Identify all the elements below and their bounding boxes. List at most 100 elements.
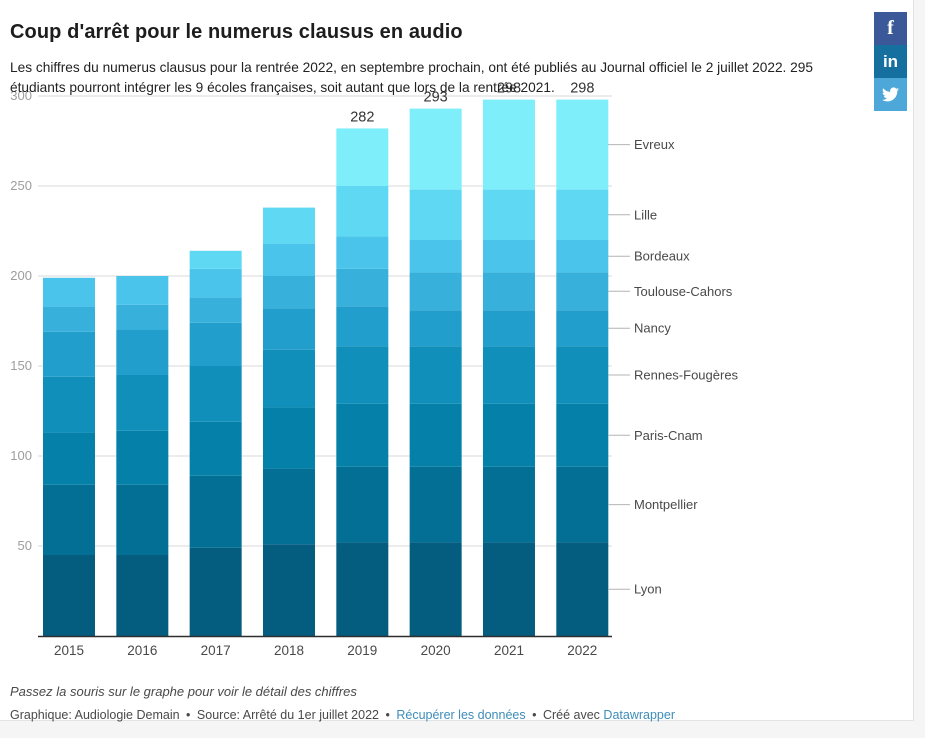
chart-subtitle: Les chiffres du numerus clausus pour la … xyxy=(10,59,813,95)
facebook-share-button[interactable]: f xyxy=(874,12,907,45)
bar-segment-toulouse-cahors-2021[interactable] xyxy=(482,272,535,311)
y-axis-tick-label: 250 xyxy=(10,178,32,193)
x-axis-year-label: 2019 xyxy=(347,643,377,658)
bar-segment-paris-cnam-2016[interactable] xyxy=(116,430,169,485)
linkedin-share-button[interactable]: in xyxy=(874,45,907,78)
credit-graphique: Graphique: Audiologie Demain xyxy=(10,707,180,722)
y-axis-tick-label: 150 xyxy=(10,358,32,373)
bar-segment-montpellier-2017[interactable] xyxy=(189,475,242,548)
page-title: Coup d'arrêt pour le numerus clausus en … xyxy=(10,21,463,44)
bar-segment-paris-cnam-2022[interactable] xyxy=(556,403,609,467)
bar-segment-paris-cnam-2015[interactable] xyxy=(43,432,95,485)
bar-segment-lyon-2015[interactable] xyxy=(43,555,95,636)
bar-segment-bordeaux-2018[interactable] xyxy=(262,243,315,276)
bar-segment-nancy-2016[interactable] xyxy=(116,330,169,375)
separator-dot: • xyxy=(186,707,191,722)
bar-segment-montpellier-2018[interactable] xyxy=(262,468,315,545)
bar-segment-rennes-fougères-2016[interactable] xyxy=(116,375,169,431)
y-axis-tick-label: 300 xyxy=(10,88,32,103)
bar-segment-lille-2021[interactable] xyxy=(482,189,535,240)
bar-segment-toulouse-cahors-2019[interactable] xyxy=(336,268,389,307)
bar-segment-lyon-2019[interactable] xyxy=(336,542,389,636)
y-axis-tick-label: 200 xyxy=(10,268,32,283)
bar-segment-nancy-2018[interactable] xyxy=(262,308,315,350)
twitter-share-button[interactable] xyxy=(874,78,907,111)
bar-segment-toulouse-cahors-2016[interactable] xyxy=(116,304,169,330)
bar-segment-nancy-2021[interactable] xyxy=(482,310,535,347)
bar-segment-evreux-2021[interactable] xyxy=(482,99,535,190)
datawrapper-link[interactable]: Datawrapper xyxy=(603,707,675,722)
bar-segment-paris-cnam-2019[interactable] xyxy=(336,403,389,467)
x-axis-year-label: 2022 xyxy=(567,643,597,658)
bar-segment-toulouse-cahors-2020[interactable] xyxy=(409,272,462,311)
bar-segment-lyon-2018[interactable] xyxy=(262,544,315,636)
bar-segment-evreux-2020[interactable] xyxy=(409,108,462,190)
bar-segment-lille-2019[interactable] xyxy=(336,186,389,237)
chart-area: 50 100 150 200 250 300 2015 2016 2017 2018 282 2019… xyxy=(0,0,913,720)
bar-total-label: 298 xyxy=(570,81,594,97)
bar-segment-montpellier-2020[interactable] xyxy=(409,466,462,543)
legend-label-montpellier: Montpellier xyxy=(634,497,698,512)
bar-segment-bordeaux-2016[interactable] xyxy=(116,276,169,305)
credit-source: Source: Arrêté du 1er juillet 2022 xyxy=(196,707,379,722)
bar-segment-nancy-2019[interactable] xyxy=(336,306,389,347)
bar-segment-rennes-fougères-2018[interactable] xyxy=(262,349,315,408)
bar-segment-montpellier-2019[interactable] xyxy=(336,466,389,543)
bar-segment-bordeaux-2021[interactable] xyxy=(482,240,535,273)
bar-segment-bordeaux-2015[interactable] xyxy=(43,277,95,307)
credit-created-with: Créé avec xyxy=(542,707,600,722)
bar-segment-paris-cnam-2020[interactable] xyxy=(409,403,462,467)
bar-segment-toulouse-cahors-2018[interactable] xyxy=(262,276,315,309)
bar-segment-rennes-fougères-2020[interactable] xyxy=(409,346,462,404)
separator-dot: • xyxy=(385,707,390,722)
bar-segment-lyon-2017[interactable] xyxy=(189,547,242,636)
bar-segment-nancy-2015[interactable] xyxy=(43,331,95,377)
bar-segment-bordeaux-2019[interactable] xyxy=(336,236,389,269)
bar-segment-lyon-2020[interactable] xyxy=(409,542,462,636)
legend-label-bordeaux: Bordeaux xyxy=(634,249,690,264)
bar-segment-rennes-fougères-2015[interactable] xyxy=(43,376,95,433)
bar-segment-paris-cnam-2021[interactable] xyxy=(482,403,535,467)
separator-dot: • xyxy=(532,707,537,722)
x-axis-year-label: 2016 xyxy=(127,643,157,658)
chart-credits: Graphique: Audiologie Demain • Source: A… xyxy=(10,708,890,722)
bar-segment-montpellier-2022[interactable] xyxy=(556,466,609,543)
bar-segment-toulouse-cahors-2017[interactable] xyxy=(189,297,242,323)
bar-segment-rennes-fougères-2021[interactable] xyxy=(482,346,535,404)
bar-segment-rennes-fougères-2017[interactable] xyxy=(189,366,242,422)
bar-segment-lille-2018[interactable] xyxy=(262,207,315,244)
bar-segment-rennes-fougères-2019[interactable] xyxy=(336,346,389,404)
bar-segment-bordeaux-2017[interactable] xyxy=(189,268,242,298)
legend-label-toulouse-cahors: Toulouse-Cahors xyxy=(634,284,733,299)
bar-segment-bordeaux-2020[interactable] xyxy=(409,240,462,273)
legend-label-evreux: Evreux xyxy=(634,137,675,152)
bar-segment-lille-2017[interactable] xyxy=(189,250,242,269)
x-axis-year-label: 2018 xyxy=(274,643,304,658)
bar-segment-montpellier-2016[interactable] xyxy=(116,484,169,555)
bar-segment-lyon-2016[interactable] xyxy=(116,555,169,636)
legend-label-nancy: Nancy xyxy=(634,321,671,336)
legend-label-lille: Lille xyxy=(634,207,657,222)
twitter-bird-icon xyxy=(882,87,899,102)
get-data-link[interactable]: Récupérer les données xyxy=(396,707,526,722)
bar-segment-lille-2022[interactable] xyxy=(556,189,609,240)
bar-segment-nancy-2017[interactable] xyxy=(189,322,242,366)
stacked-bar-chart[interactable]: 50 100 150 200 250 300 2015 2016 2017 2018 282 2019… xyxy=(0,0,913,720)
bar-segment-lyon-2021[interactable] xyxy=(482,542,535,636)
bar-segment-toulouse-cahors-2022[interactable] xyxy=(556,272,609,311)
bar-segment-bordeaux-2022[interactable] xyxy=(556,240,609,273)
bar-segment-montpellier-2021[interactable] xyxy=(482,466,535,543)
bar-segment-lyon-2022[interactable] xyxy=(556,542,609,636)
bar-segment-nancy-2022[interactable] xyxy=(556,310,609,347)
bar-segment-nancy-2020[interactable] xyxy=(409,310,462,347)
bar-segment-toulouse-cahors-2015[interactable] xyxy=(43,306,95,332)
bar-segment-evreux-2022[interactable] xyxy=(556,99,609,190)
bar-segment-paris-cnam-2017[interactable] xyxy=(189,421,242,476)
bar-segment-paris-cnam-2018[interactable] xyxy=(262,407,315,469)
bar-segment-montpellier-2015[interactable] xyxy=(43,484,95,555)
bar-segment-evreux-2019[interactable] xyxy=(336,128,389,186)
bar-total-label: 298 xyxy=(497,81,521,97)
bar-segment-rennes-fougères-2022[interactable] xyxy=(556,346,609,404)
hover-instruction: Passez la souris sur le graphe pour voir… xyxy=(10,684,357,699)
bar-segment-lille-2020[interactable] xyxy=(409,189,462,240)
